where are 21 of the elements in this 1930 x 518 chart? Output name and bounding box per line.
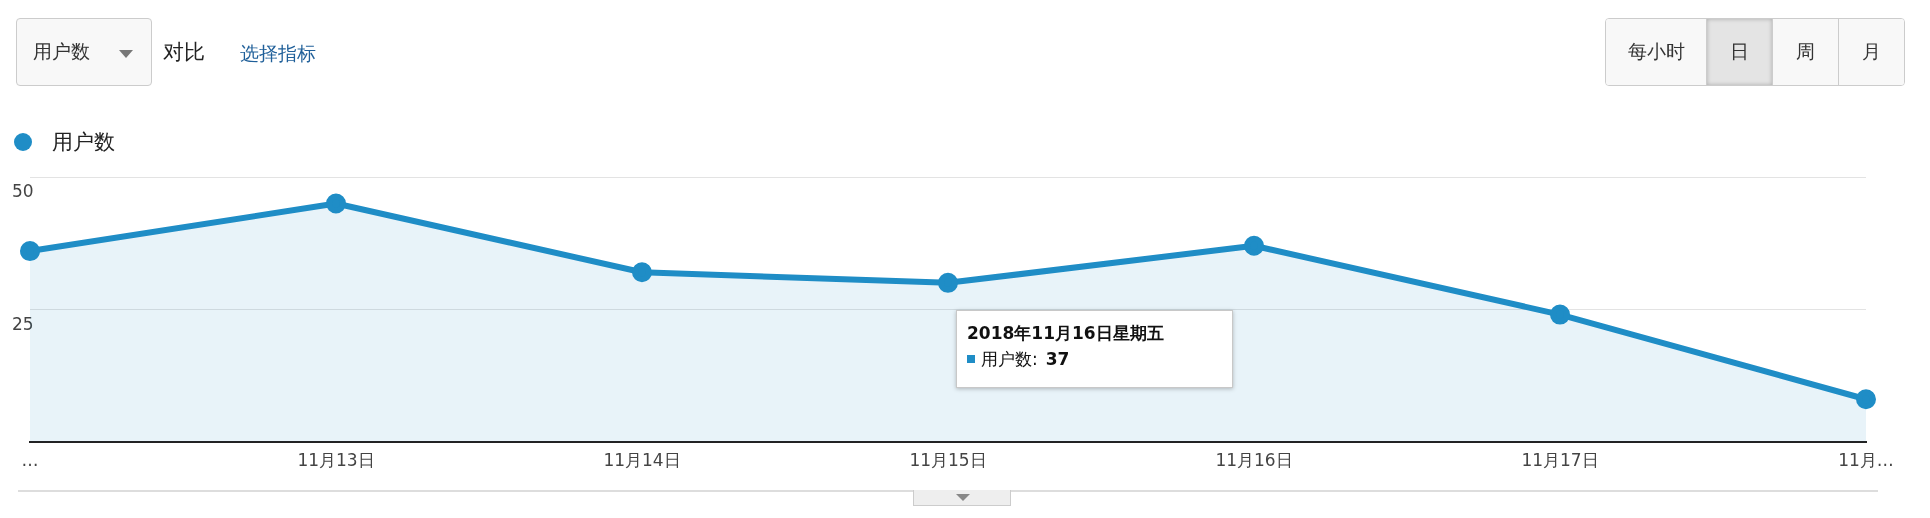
annotation: 37 — [1045, 348, 1070, 371]
text: 周 — [1772, 19, 1838, 85]
text: 对比 — [163, 39, 205, 66]
x-tick-label: 11月16日 — [1215, 450, 1293, 471]
text: 选择指标 — [240, 41, 316, 66]
x-tick-label: … — [21, 450, 39, 471]
annotation: 2018年11月16日星期五 — [967, 322, 1165, 345]
x-tick-label: 11月14日 — [603, 450, 681, 471]
text: 每小时 — [1606, 19, 1706, 85]
y-tick-label: 50 — [12, 181, 34, 202]
x-tick-label: 11月17日 — [1521, 450, 1599, 471]
annotation: 用户数: — [981, 348, 1038, 371]
text: 日 — [1706, 19, 1772, 85]
x-tick-label: 11月15日 — [909, 450, 987, 471]
text: 月 — [1838, 19, 1904, 85]
x-tick-label: 11月13日 — [297, 450, 375, 471]
y-tick-label: 25 — [12, 313, 34, 334]
legend-label: 用户数 — [52, 129, 115, 156]
x-tick-label: 11月… — [1838, 450, 1894, 471]
text: 用户数 — [33, 39, 90, 64]
tooltip: 2018年11月16日星期五 用户数: 37 — [956, 310, 1233, 388]
